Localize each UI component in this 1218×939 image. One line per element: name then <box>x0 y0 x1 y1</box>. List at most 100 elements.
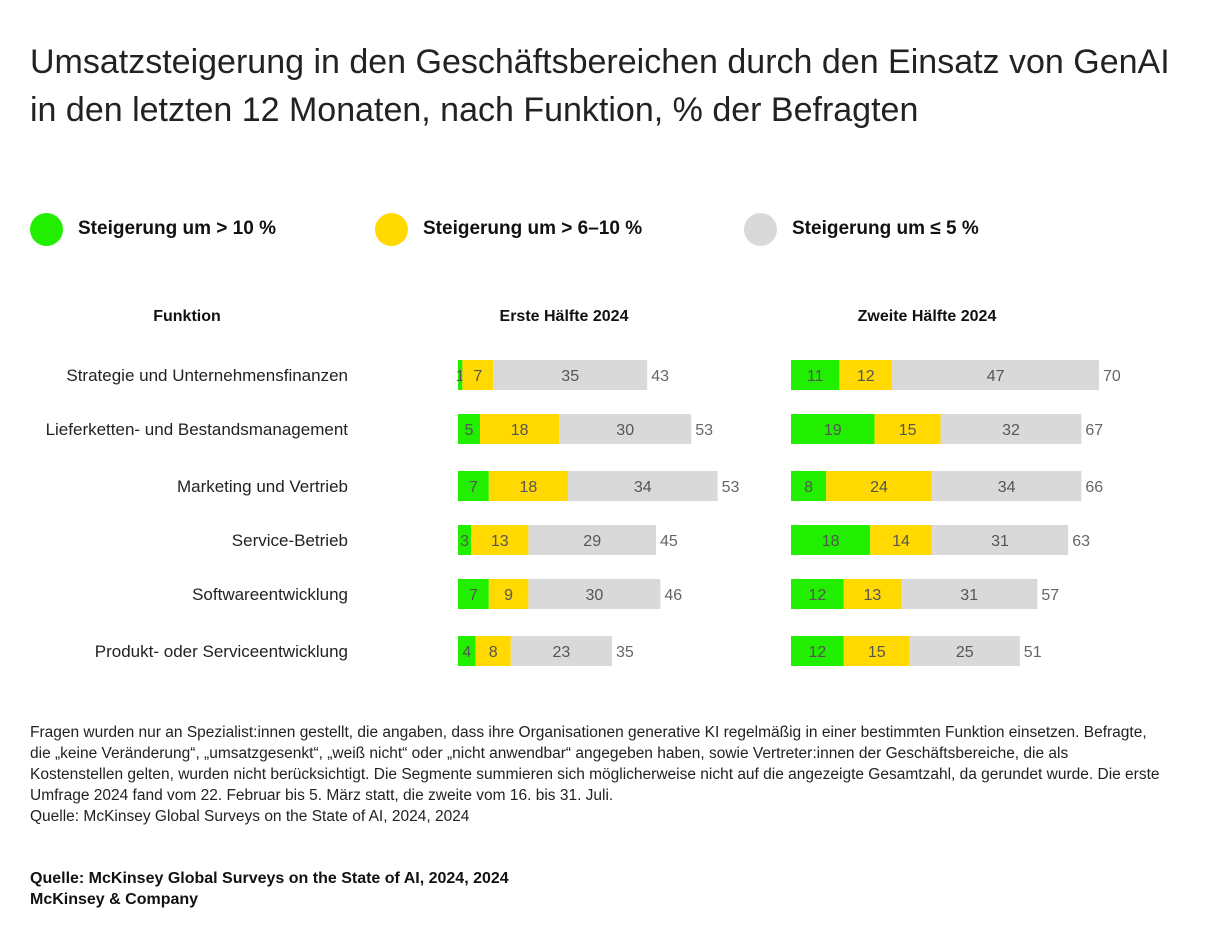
bar-h1-gt10-softwareentwicklung <box>458 579 489 609</box>
bar-h1-le5-lieferketten-und-bestandsmanagement <box>559 414 692 444</box>
bar-h2-6to10-softwareentwicklung <box>843 579 901 609</box>
category-label-service-betrieb: Service-Betrieb <box>232 531 348 550</box>
value-label-h1-6to10-service-betrieb: 13 <box>491 533 509 550</box>
bar-h1-le5-service-betrieb <box>528 525 656 555</box>
footer-company: McKinsey & Company <box>30 891 199 908</box>
bar-h1-6to10-strategie-und-unternehmensfinanzen <box>462 360 494 390</box>
category-label-lieferketten-und-bestandsmanagement: Lieferketten- und Bestandsmanagement <box>46 420 349 439</box>
legend-label-le5: Steigerung um ≤ 5 % <box>792 218 979 239</box>
footer-source: Quelle: McKinsey Global Surveys on the S… <box>30 870 509 887</box>
bar-h1-le5-marketing-und-vertrieb <box>568 471 718 501</box>
value-label-h1-gt10-produkt-oder-serviceentwicklung: 4 <box>462 644 471 661</box>
total-label-h2-strategie-und-unternehmensfinanzen: 70 <box>1103 368 1121 385</box>
value-label-h2-gt10-marketing-und-vertrieb: 8 <box>804 479 813 496</box>
bar-h1-6to10-lieferketten-und-bestandsmanagement <box>480 414 560 444</box>
bar-h2-le5-softwareentwicklung <box>901 579 1038 609</box>
value-label-h2-6to10-marketing-und-vertrieb: 24 <box>870 479 888 496</box>
value-label-h2-6to10-softwareentwicklung: 13 <box>864 587 882 604</box>
value-label-h2-6to10-lieferketten-und-bestandsmanagement: 15 <box>899 422 917 439</box>
bar-h2-6to10-strategie-und-unternehmensfinanzen <box>839 360 893 390</box>
bar-h2-gt10-service-betrieb <box>791 525 871 555</box>
bar-h2-le5-service-betrieb <box>931 525 1069 555</box>
chart-title: Umsatzsteigerung in den Geschäftsbereich… <box>30 43 1170 129</box>
value-label-h2-gt10-softwareentwicklung: 12 <box>809 587 827 604</box>
total-label-h2-lieferketten-und-bestandsmanagement: 67 <box>1085 422 1103 439</box>
bar-h2-gt10-lieferketten-und-bestandsmanagement <box>791 414 875 444</box>
value-label-h1-le5-lieferketten-und-bestandsmanagement: 30 <box>616 422 634 439</box>
bar-h2-le5-lieferketten-und-bestandsmanagement <box>940 414 1082 444</box>
value-label-h1-6to10-strategie-und-unternehmensfinanzen: 7 <box>473 368 482 385</box>
legend-label-6to10: Steigerung um > 6–10 % <box>423 218 643 239</box>
total-label-h1-produkt-oder-serviceentwicklung: 35 <box>616 644 634 661</box>
value-label-h2-6to10-produkt-oder-serviceentwicklung: 15 <box>868 644 886 661</box>
category-label-softwareentwicklung: Softwareentwicklung <box>192 585 348 604</box>
category-label-strategie-und-unternehmensfinanzen: Strategie und Unternehmensfinanzen <box>66 366 348 385</box>
bar-h2-gt10-strategie-und-unternehmensfinanzen <box>791 360 840 390</box>
value-label-h2-le5-strategie-und-unternehmensfinanzen: 47 <box>987 368 1005 385</box>
legend-item-gt10: Steigerung um > 10 % <box>30 212 276 246</box>
value-label-h2-le5-softwareentwicklung: 31 <box>960 587 978 604</box>
bar-h1-gt10-strategie-und-unternehmensfinanzen <box>458 360 463 390</box>
value-label-h2-gt10-lieferketten-und-bestandsmanagement: 19 <box>824 422 842 439</box>
bar-h1-le5-strategie-und-unternehmensfinanzen <box>493 360 648 390</box>
bar-h2-6to10-service-betrieb <box>870 525 932 555</box>
value-label-h1-6to10-lieferketten-und-bestandsmanagement: 18 <box>511 422 529 439</box>
bar-h2-le5-strategie-und-unternehmensfinanzen <box>892 360 1099 390</box>
legend-item-6to10: Steigerung um > 6–10 % <box>375 212 642 246</box>
legend-item-le5: Steigerung um ≤ 5 % <box>744 212 979 246</box>
legend-swatch-grey <box>744 212 777 246</box>
bar-h1-6to10-softwareentwicklung <box>488 579 529 609</box>
legend-label-gt10: Steigerung um > 10 % <box>78 218 276 239</box>
total-label-h1-softwareentwicklung: 46 <box>664 587 682 604</box>
bar-h2-gt10-marketing-und-vertrieb <box>791 471 827 501</box>
column-header-first-half: Erste Hälfte 2024 <box>499 308 629 325</box>
value-label-h1-le5-softwareentwicklung: 30 <box>586 587 604 604</box>
category-label-produkt-oder-serviceentwicklung: Produkt- oder Serviceentwicklung <box>95 642 348 661</box>
bar-h2-le5-marketing-und-vertrieb <box>931 471 1082 501</box>
stacked-bar-chart: Strategie und Unternehmensfinanzen Liefer… <box>46 360 1121 666</box>
value-label-h1-gt10-lieferketten-und-bestandsmanagement: 5 <box>465 422 474 439</box>
value-label-h1-gt10-marketing-und-vertrieb: 7 <box>469 479 478 496</box>
value-label-h2-le5-marketing-und-vertrieb: 34 <box>998 479 1016 496</box>
total-label-h2-service-betrieb: 63 <box>1072 533 1090 550</box>
total-label-h1-service-betrieb: 45 <box>660 533 678 550</box>
value-label-h1-le5-service-betrieb: 29 <box>583 533 601 550</box>
bar-h2-6to10-lieferketten-und-bestandsmanagement <box>874 414 941 444</box>
footnote-text: Fragen wurden nur an Spezialist:innen ge… <box>30 724 1160 804</box>
footer: Quelle: McKinsey Global Surveys on the S… <box>30 868 509 910</box>
bar-h2-le5-produkt-oder-serviceentwicklung <box>909 636 1020 666</box>
bar-h1-6to10-produkt-oder-serviceentwicklung <box>475 636 511 666</box>
bar-h1-le5-softwareentwicklung <box>528 579 661 609</box>
total-label-h1-lieferketten-und-bestandsmanagement: 53 <box>695 422 713 439</box>
value-label-h1-6to10-marketing-und-vertrieb: 18 <box>520 479 538 496</box>
bar-h2-6to10-marketing-und-vertrieb <box>826 471 932 501</box>
column-header-second-half: Zweite Hälfte 2024 <box>857 308 997 325</box>
footnote-source: Quelle: McKinsey Global Surveys on the S… <box>30 808 470 825</box>
total-label-h2-softwareentwicklung: 57 <box>1041 587 1059 604</box>
value-label-h1-gt10-service-betrieb: 3 <box>460 533 469 550</box>
bar-h1-gt10-service-betrieb <box>458 525 472 555</box>
bar-h1-6to10-marketing-und-vertrieb <box>488 471 568 501</box>
total-label-h1-marketing-und-vertrieb: 53 <box>722 479 740 496</box>
value-label-h1-le5-strategie-und-unternehmensfinanzen: 35 <box>561 368 579 385</box>
value-label-h2-gt10-strategie-und-unternehmensfinanzen: 11 <box>807 368 824 385</box>
bar-h1-le5-produkt-oder-serviceentwicklung <box>510 636 612 666</box>
value-label-h2-gt10-produkt-oder-serviceentwicklung: 12 <box>809 644 827 661</box>
value-label-h2-le5-produkt-oder-serviceentwicklung: 25 <box>956 644 974 661</box>
legend-swatch-green <box>30 212 63 246</box>
value-label-h2-6to10-strategie-und-unternehmensfinanzen: 12 <box>857 368 875 385</box>
column-header-function: Funktion <box>153 308 221 325</box>
total-label-h1-strategie-und-unternehmensfinanzen: 43 <box>651 368 669 385</box>
bar-h2-6to10-produkt-oder-serviceentwicklung <box>843 636 910 666</box>
bar-h1-gt10-marketing-und-vertrieb <box>458 471 489 501</box>
bar-h2-gt10-softwareentwicklung <box>791 579 844 609</box>
value-label-h1-le5-marketing-und-vertrieb: 34 <box>634 479 652 496</box>
bar-h1-gt10-produkt-oder-serviceentwicklung <box>458 636 476 666</box>
value-label-h1-gt10-strategie-und-unternehmensfinanzen: 1 <box>456 368 465 385</box>
category-label-marketing-und-vertrieb: Marketing und Vertrieb <box>177 477 348 496</box>
value-label-h2-le5-service-betrieb: 31 <box>991 533 1009 550</box>
bar-h2-gt10-produkt-oder-serviceentwicklung <box>791 636 844 666</box>
value-label-h2-6to10-service-betrieb: 14 <box>892 533 910 550</box>
value-label-h1-6to10-produkt-oder-serviceentwicklung: 8 <box>489 644 498 661</box>
value-label-h2-le5-lieferketten-und-bestandsmanagement: 32 <box>1002 422 1020 439</box>
